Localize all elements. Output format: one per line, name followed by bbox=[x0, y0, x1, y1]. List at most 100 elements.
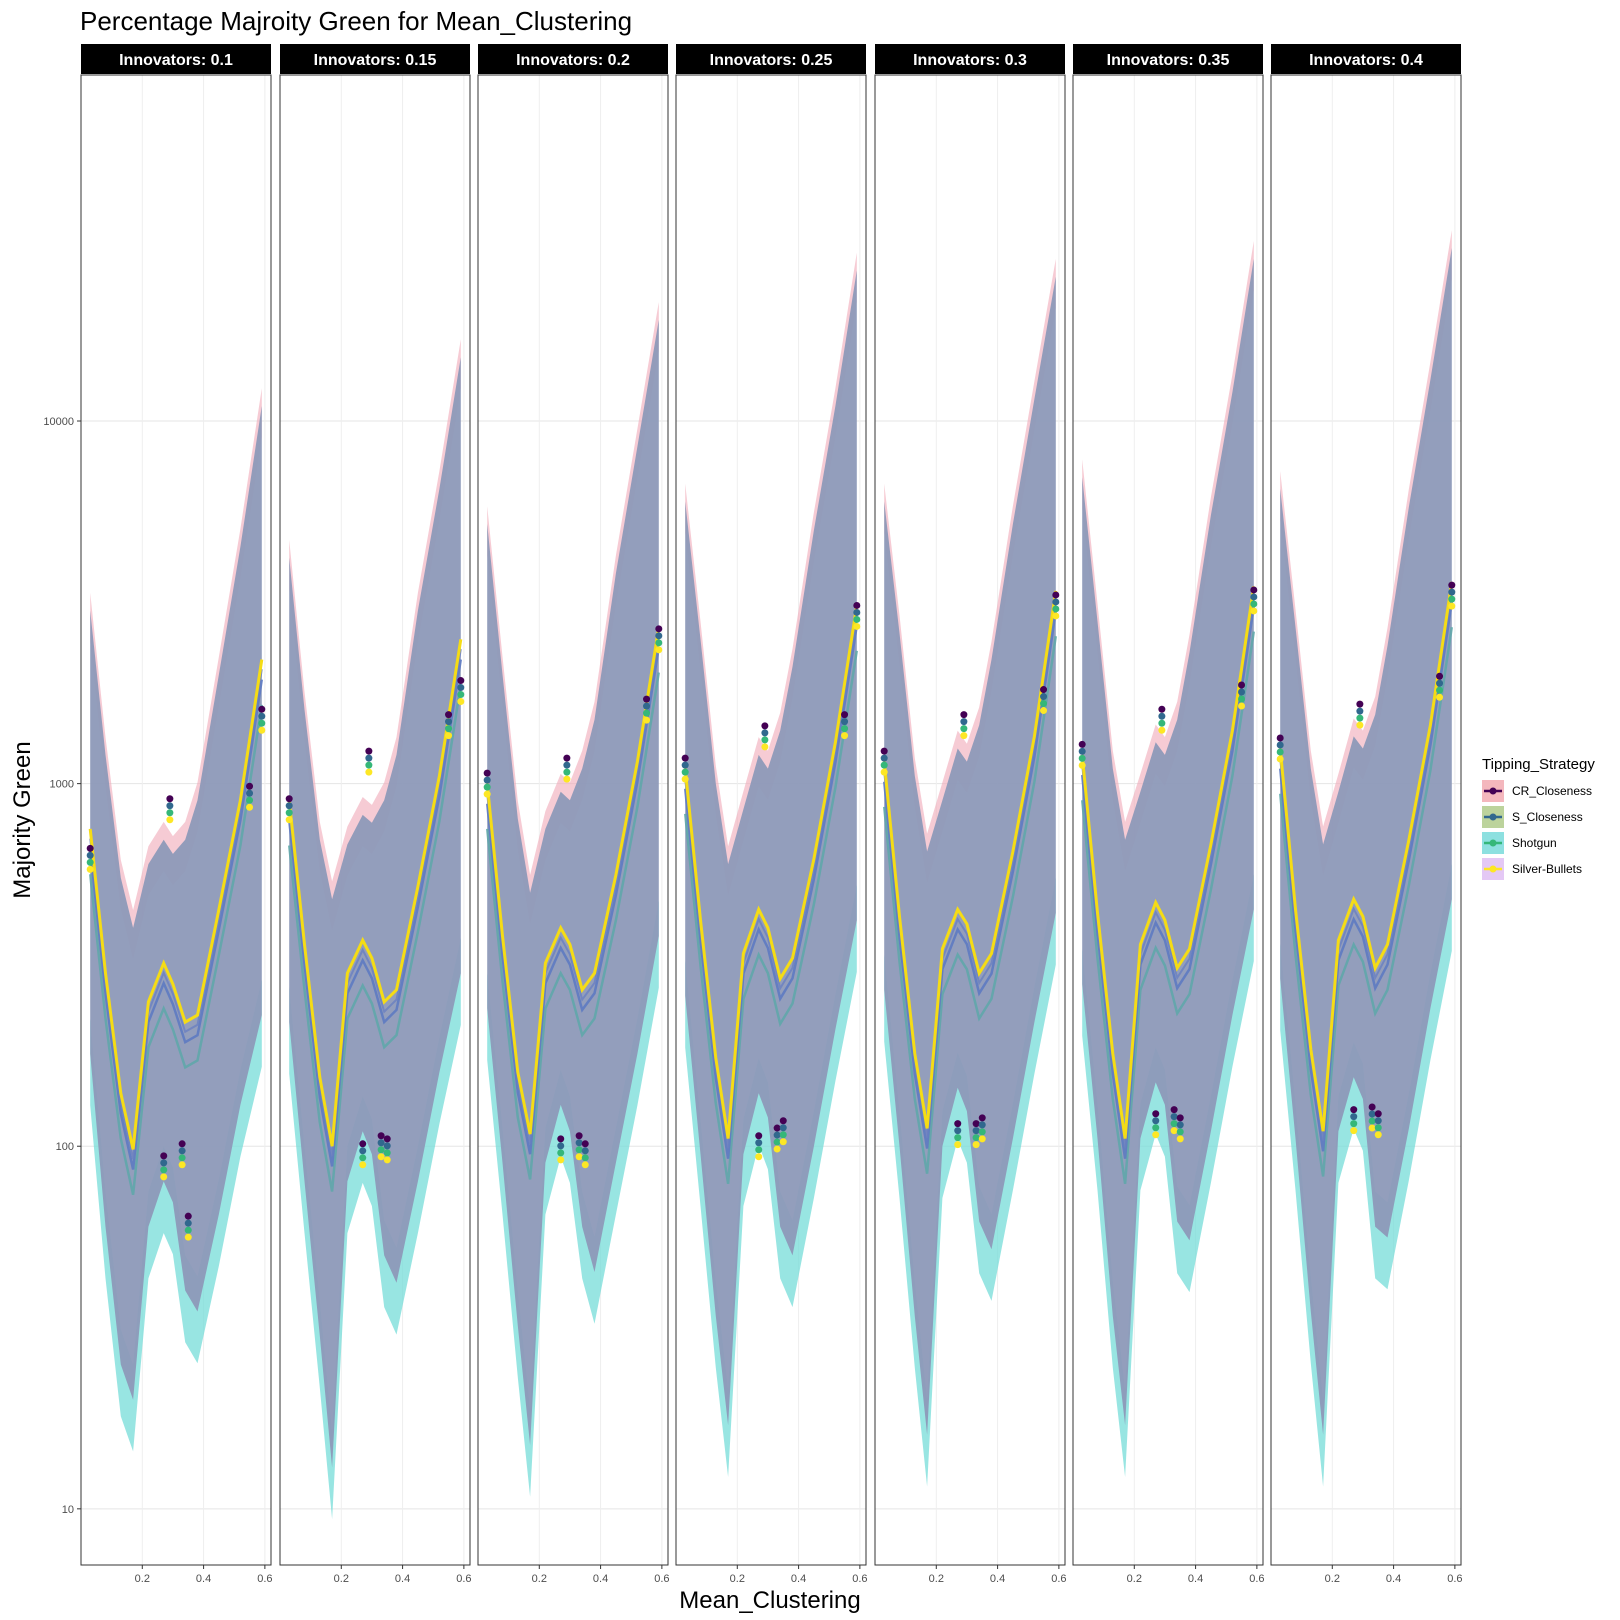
data-point bbox=[359, 1147, 367, 1155]
legend-key-point bbox=[1489, 813, 1497, 821]
data-point bbox=[365, 747, 373, 755]
data-point bbox=[1052, 612, 1060, 620]
data-point bbox=[483, 776, 491, 784]
data-point bbox=[761, 722, 769, 730]
data-point bbox=[184, 1226, 192, 1234]
data-point bbox=[1040, 700, 1048, 708]
data-point bbox=[1374, 1124, 1382, 1132]
data-point bbox=[853, 615, 861, 623]
x-tick-label: 0.2 bbox=[1325, 1573, 1340, 1585]
x-tick-label: 0.2 bbox=[929, 1573, 944, 1585]
x-tick-label: 0.2 bbox=[334, 1573, 349, 1585]
data-point bbox=[557, 1156, 565, 1164]
legend-item: Shotgun bbox=[1482, 832, 1557, 854]
data-point bbox=[1078, 754, 1086, 762]
data-point bbox=[755, 1139, 763, 1147]
confidence-band-lower bbox=[289, 938, 461, 1520]
data-point bbox=[655, 625, 663, 633]
data-point bbox=[972, 1120, 980, 1128]
data-point bbox=[1078, 740, 1086, 748]
data-point bbox=[755, 1146, 763, 1154]
data-point bbox=[377, 1146, 385, 1154]
data-point bbox=[1158, 726, 1166, 734]
y-axis-title: Majority Green bbox=[9, 741, 36, 898]
y-tick-label: 100 bbox=[56, 1141, 74, 1153]
data-point bbox=[445, 732, 453, 740]
data-point bbox=[86, 858, 94, 866]
data-point bbox=[1238, 681, 1246, 689]
data-point bbox=[773, 1138, 781, 1146]
x-tick-label: 0.4 bbox=[990, 1573, 1005, 1585]
fit-line-shotgun bbox=[1278, 627, 1454, 1177]
data-point bbox=[1078, 747, 1086, 755]
data-point bbox=[761, 736, 769, 744]
legend-item: Silver-Bullets bbox=[1482, 858, 1582, 880]
data-point bbox=[285, 809, 293, 817]
data-point bbox=[445, 711, 453, 719]
data-point bbox=[365, 768, 373, 776]
x-tick-label: 0.2 bbox=[135, 1573, 150, 1585]
data-point bbox=[1436, 679, 1444, 687]
data-point bbox=[160, 1159, 168, 1167]
legend-key-point bbox=[1489, 839, 1497, 847]
confidence-band bbox=[487, 319, 659, 1445]
fit-line-shotgun bbox=[1080, 631, 1256, 1184]
fit-line-silver-bullets bbox=[88, 659, 264, 1150]
data-point bbox=[1250, 593, 1258, 601]
data-point bbox=[483, 769, 491, 777]
data-point bbox=[383, 1135, 391, 1143]
data-point bbox=[1250, 607, 1258, 615]
data-point bbox=[853, 601, 861, 609]
facet-strip-label: Innovators: 0.25 bbox=[710, 52, 833, 69]
data-point bbox=[1448, 595, 1456, 603]
data-point bbox=[377, 1153, 385, 1161]
data-point bbox=[960, 711, 968, 719]
data-point bbox=[1152, 1131, 1160, 1139]
data-point bbox=[377, 1139, 385, 1147]
data-point bbox=[160, 1166, 168, 1174]
facet-panel: Innovators: 0.25 0.2 0.4 0.6 bbox=[675, 44, 868, 1585]
x-tick-label: 0.6 bbox=[257, 1573, 272, 1585]
data-point bbox=[841, 725, 849, 733]
data-point bbox=[1152, 1117, 1160, 1125]
data-point bbox=[1250, 586, 1258, 594]
data-point bbox=[178, 1140, 186, 1148]
fit-line-shotgun bbox=[882, 636, 1058, 1174]
data-point bbox=[359, 1140, 367, 1148]
data-point bbox=[483, 783, 491, 791]
data-point bbox=[1052, 591, 1060, 599]
data-point bbox=[1374, 1117, 1382, 1125]
data-point bbox=[258, 726, 266, 734]
facet-strip-label: Innovators: 0.15 bbox=[314, 52, 437, 69]
data-point bbox=[258, 712, 266, 720]
data-point bbox=[160, 1173, 168, 1181]
fit-line-s-closeness bbox=[882, 610, 1058, 1149]
data-point bbox=[166, 816, 174, 824]
facet-panel: Innovators: 0.2 0.2 0.4 0.6 bbox=[477, 44, 670, 1585]
data-point bbox=[972, 1141, 980, 1149]
data-point bbox=[563, 761, 571, 769]
data-point bbox=[1276, 755, 1284, 763]
x-tick-label: 0.2 bbox=[532, 1573, 547, 1585]
data-point bbox=[178, 1161, 186, 1169]
data-point bbox=[1350, 1106, 1358, 1114]
data-point bbox=[1040, 707, 1048, 715]
data-point bbox=[1176, 1121, 1184, 1129]
data-point bbox=[1152, 1110, 1160, 1118]
x-tick-label: 0.6 bbox=[1249, 1573, 1264, 1585]
data-point bbox=[1078, 761, 1086, 769]
data-point bbox=[1276, 734, 1284, 742]
legend-key-point bbox=[1489, 865, 1497, 873]
data-point bbox=[960, 732, 968, 740]
data-point bbox=[1374, 1131, 1382, 1139]
data-point bbox=[285, 816, 293, 824]
data-point bbox=[880, 747, 888, 755]
x-tick-label: 0.4 bbox=[1386, 1573, 1401, 1585]
data-point bbox=[246, 803, 254, 811]
data-point bbox=[457, 677, 465, 685]
data-point bbox=[1368, 1117, 1376, 1125]
fit-line-silver-bullets bbox=[1278, 581, 1454, 1132]
fit-line-silver-bullets bbox=[485, 626, 661, 1135]
data-point bbox=[1448, 581, 1456, 589]
x-tick-label: 0.6 bbox=[852, 1573, 867, 1585]
